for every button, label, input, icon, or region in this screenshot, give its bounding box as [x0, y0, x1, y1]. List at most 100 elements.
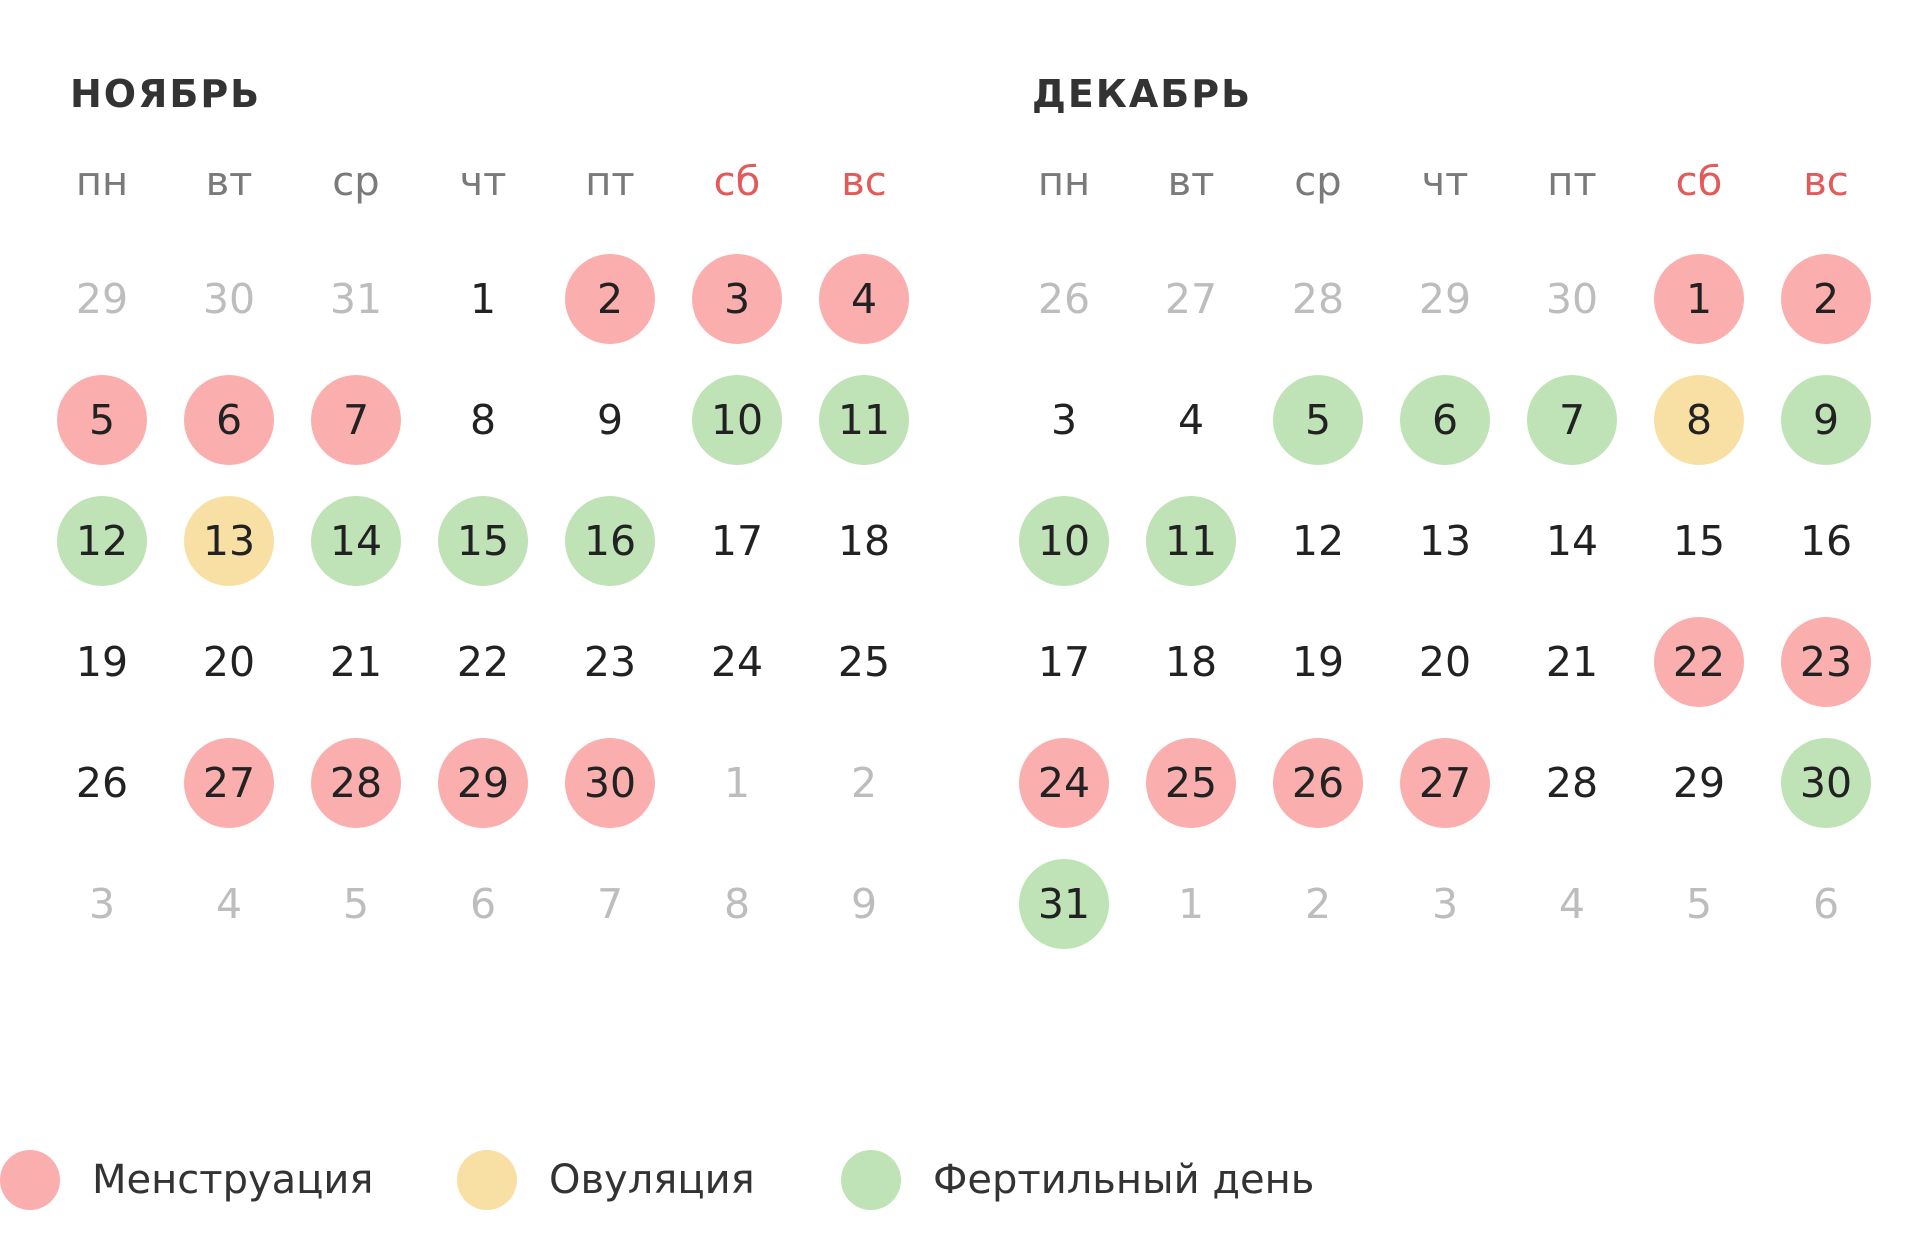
- day-cell[interactable]: 17: [710, 517, 764, 565]
- weekday-label: вс: [1803, 159, 1849, 205]
- day-cell[interactable]: 23: [583, 638, 637, 686]
- weekday-label: вт: [205, 159, 253, 205]
- day-cell[interactable]: 20: [202, 638, 256, 686]
- month-title: НОЯБРЬ: [70, 72, 262, 116]
- day-cell[interactable]: 28: [1545, 759, 1599, 807]
- day-cell[interactable]: 30: [565, 738, 655, 828]
- day-cell[interactable]: 31: [1019, 859, 1109, 949]
- weekday-label: пт: [585, 159, 635, 205]
- day-cell[interactable]: 8: [469, 396, 497, 444]
- day-cell[interactable]: 10: [1019, 496, 1109, 586]
- day-cell[interactable]: 4: [1558, 880, 1586, 928]
- day-cell[interactable]: 28: [1291, 275, 1345, 323]
- day-cell[interactable]: 4: [1177, 396, 1205, 444]
- day-cell[interactable]: 16: [1799, 517, 1853, 565]
- day-cell[interactable]: 29: [75, 275, 129, 323]
- day-cell[interactable]: 2: [565, 254, 655, 344]
- day-cell[interactable]: 27: [184, 738, 274, 828]
- legend-dot-icon: [457, 1150, 517, 1210]
- day-cell[interactable]: 27: [1164, 275, 1218, 323]
- day-cell[interactable]: 10: [692, 375, 782, 465]
- day-cell[interactable]: 28: [311, 738, 401, 828]
- weekday-label: пн: [1037, 159, 1091, 205]
- day-cell[interactable]: 31: [329, 275, 383, 323]
- day-cell[interactable]: 4: [215, 880, 243, 928]
- day-cell[interactable]: 6: [184, 375, 274, 465]
- day-cell[interactable]: 3: [88, 880, 116, 928]
- legend-dot-icon: [841, 1150, 901, 1210]
- day-cell[interactable]: 12: [1291, 517, 1345, 565]
- day-cell[interactable]: 2: [850, 759, 878, 807]
- day-cell[interactable]: 1: [1654, 254, 1744, 344]
- day-cell[interactable]: 11: [819, 375, 909, 465]
- day-cell[interactable]: 24: [1019, 738, 1109, 828]
- day-cell[interactable]: 6: [1400, 375, 1490, 465]
- day-cell[interactable]: 7: [311, 375, 401, 465]
- day-cell[interactable]: 21: [1545, 638, 1599, 686]
- day-cell[interactable]: 12: [57, 496, 147, 586]
- day-cell[interactable]: 5: [1685, 880, 1713, 928]
- day-cell[interactable]: 3: [1050, 396, 1078, 444]
- legend-label: Менструация: [92, 1157, 374, 1203]
- day-cell[interactable]: 25: [1146, 738, 1236, 828]
- day-cell[interactable]: 7: [596, 880, 624, 928]
- day-cell[interactable]: 3: [1431, 880, 1459, 928]
- weekday-label: сб: [1675, 159, 1723, 205]
- day-cell[interactable]: 29: [1672, 759, 1726, 807]
- day-cell[interactable]: 27: [1400, 738, 1490, 828]
- day-cell[interactable]: 1: [1177, 880, 1205, 928]
- day-cell[interactable]: 9: [596, 396, 624, 444]
- day-cell[interactable]: 22: [1654, 617, 1744, 707]
- day-cell[interactable]: 14: [1545, 517, 1599, 565]
- month-title: ДЕКАБРЬ: [1032, 72, 1253, 116]
- day-cell[interactable]: 1: [469, 275, 497, 323]
- day-cell[interactable]: 6: [469, 880, 497, 928]
- day-cell[interactable]: 9: [850, 880, 878, 928]
- day-cell[interactable]: 19: [1291, 638, 1345, 686]
- day-cell[interactable]: 25: [837, 638, 891, 686]
- day-cell[interactable]: 30: [1781, 738, 1871, 828]
- day-cell[interactable]: 15: [438, 496, 528, 586]
- day-cell[interactable]: 1: [723, 759, 751, 807]
- day-cell[interactable]: 23: [1781, 617, 1871, 707]
- day-cell[interactable]: 2: [1304, 880, 1332, 928]
- day-cell[interactable]: 7: [1527, 375, 1617, 465]
- day-cell[interactable]: 2: [1781, 254, 1871, 344]
- day-cell[interactable]: 5: [342, 880, 370, 928]
- day-cell[interactable]: 8: [1654, 375, 1744, 465]
- day-cell[interactable]: 5: [57, 375, 147, 465]
- day-cell[interactable]: 13: [184, 496, 274, 586]
- weekday-label: чт: [1421, 159, 1469, 205]
- day-cell[interactable]: 26: [75, 759, 129, 807]
- day-cell[interactable]: 26: [1037, 275, 1091, 323]
- weekday-label: ср: [332, 159, 380, 205]
- day-cell[interactable]: 16: [565, 496, 655, 586]
- day-cell[interactable]: 13: [1418, 517, 1472, 565]
- day-cell[interactable]: 9: [1781, 375, 1871, 465]
- day-cell[interactable]: 19: [75, 638, 129, 686]
- day-cell[interactable]: 24: [710, 638, 764, 686]
- weekday-label: чт: [459, 159, 507, 205]
- day-cell[interactable]: 18: [1164, 638, 1218, 686]
- weekday-label: ср: [1294, 159, 1342, 205]
- day-cell[interactable]: 26: [1273, 738, 1363, 828]
- day-cell[interactable]: 8: [723, 880, 751, 928]
- day-cell[interactable]: 11: [1146, 496, 1236, 586]
- day-cell[interactable]: 17: [1037, 638, 1091, 686]
- day-cell[interactable]: 18: [837, 517, 891, 565]
- day-cell[interactable]: 29: [1418, 275, 1472, 323]
- day-cell[interactable]: 22: [456, 638, 510, 686]
- day-cell[interactable]: 14: [311, 496, 401, 586]
- day-cell[interactable]: 3: [692, 254, 782, 344]
- legend: Менструация Овуляция Фертильный день: [0, 1140, 1920, 1220]
- day-cell[interactable]: 30: [1545, 275, 1599, 323]
- day-cell[interactable]: 30: [202, 275, 256, 323]
- day-cell[interactable]: 20: [1418, 638, 1472, 686]
- weekday-label: вс: [841, 159, 887, 205]
- day-cell[interactable]: 15: [1672, 517, 1726, 565]
- day-cell[interactable]: 5: [1273, 375, 1363, 465]
- day-cell[interactable]: 29: [438, 738, 528, 828]
- day-cell[interactable]: 21: [329, 638, 383, 686]
- day-cell[interactable]: 4: [819, 254, 909, 344]
- day-cell[interactable]: 6: [1812, 880, 1840, 928]
